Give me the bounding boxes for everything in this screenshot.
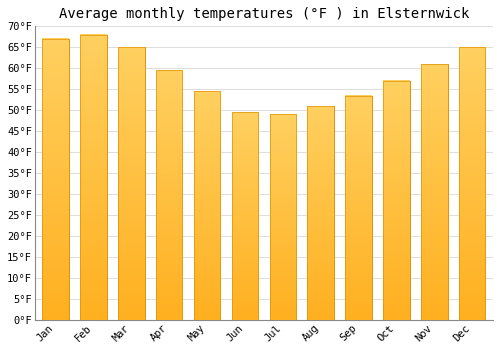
Bar [42, 39, 69, 320]
Bar [270, 114, 296, 320]
Bar [80, 35, 106, 320]
Bar [308, 106, 334, 320]
Bar [459, 47, 485, 320]
Bar [270, 114, 296, 320]
Bar [383, 81, 409, 320]
Title: Average monthly temperatures (°F ) in Elsternwick: Average monthly temperatures (°F ) in El… [58, 7, 469, 21]
Bar [42, 39, 69, 320]
Bar [156, 70, 182, 320]
Bar [194, 91, 220, 320]
Bar [118, 47, 144, 320]
Bar [156, 70, 182, 320]
Bar [80, 35, 106, 320]
Bar [346, 96, 372, 320]
Bar [194, 91, 220, 320]
Bar [421, 64, 448, 320]
Bar [308, 106, 334, 320]
Bar [118, 47, 144, 320]
Bar [421, 64, 448, 320]
Bar [232, 112, 258, 320]
Bar [383, 81, 409, 320]
Bar [232, 112, 258, 320]
Bar [346, 96, 372, 320]
Bar [459, 47, 485, 320]
